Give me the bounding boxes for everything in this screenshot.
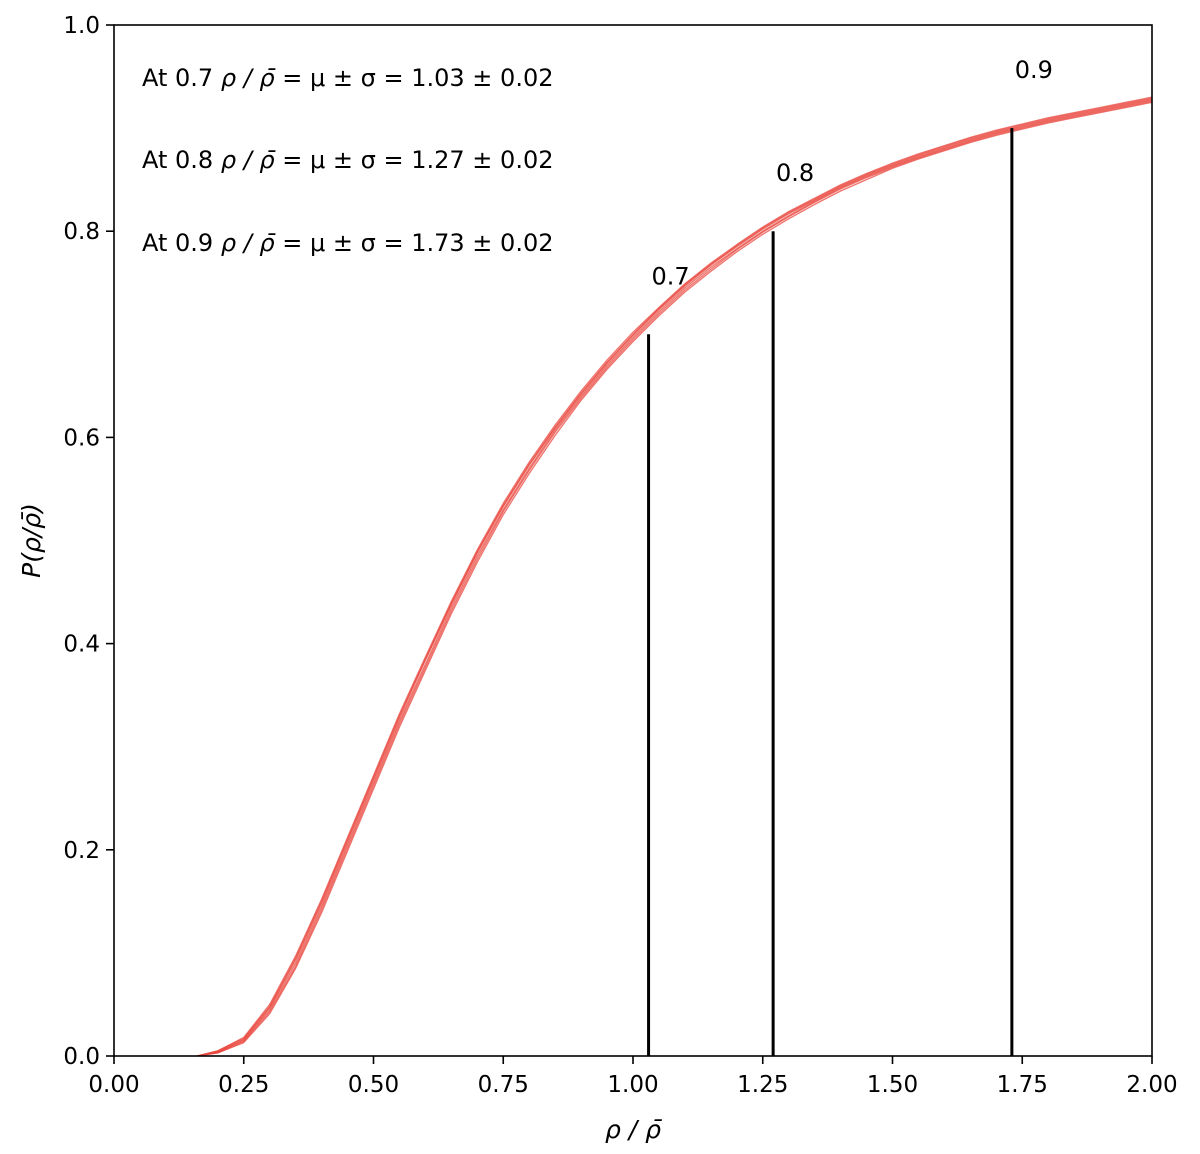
x-tick-label: 1.00 [607,1072,658,1098]
annotation-suffix: = μ ± σ = 1.73 ± 0.02 [275,229,554,257]
annotation-prefix: At 0.7 [142,64,221,92]
x-tick-label: 1.75 [997,1072,1048,1098]
y-tick-label: 0.0 [63,1044,100,1070]
x-axis-label: ρ / ρ̄ [605,1115,662,1144]
annotation-line: At 0.8 ρ / ρ̄ = μ ± σ = 1.27 ± 0.02 [142,146,553,174]
x-tick-label: 0.50 [348,1072,399,1098]
annotation-suffix: = μ ± σ = 1.27 ± 0.02 [275,146,554,174]
cdf-series-line [196,96,1153,1057]
x-tick-label: 0.25 [218,1072,269,1098]
y-tick-label: 0.8 [63,219,100,245]
x-tick-label: 1.50 [867,1072,918,1098]
cdf-curves [196,96,1153,1057]
y-tick-label: 0.4 [63,632,100,658]
cdf-series-line [196,97,1153,1057]
y-axis-label: P(ρ/ρ̄) [17,503,46,578]
cdf-series-line [196,101,1153,1057]
annotation-prefix: At 0.9 [142,229,221,257]
quantile-marker-label: 0.7 [651,262,689,290]
x-tick-label: 1.25 [737,1072,788,1098]
annotation-symbol: ρ / ρ̄ [221,146,276,174]
x-tick-label: 0.00 [88,1072,139,1098]
annotation-symbol: ρ / ρ̄ [221,64,276,92]
plot-frame [113,24,1153,1057]
quantile-markers: 0.7 0.8 0.9 [647,56,1053,1056]
quantile-marker-label: 0.8 [776,159,814,187]
x-tick-label: 0.75 [478,1072,529,1098]
annotation-suffix: = μ ± σ = 1.03 ± 0.02 [275,64,554,92]
quantile-marker-label: 0.9 [1015,56,1053,84]
y-tick-label: 1.0 [63,13,100,39]
annotation-line: At 0.9 ρ / ρ̄ = μ ± σ = 1.73 ± 0.02 [142,229,553,257]
x-tick-label: 2.00 [1126,1072,1177,1098]
axis-ticks: 0.00 0.25 0.50 0.75 1.00 1.25 1.50 1.75 2.00 0.0 0… [63,13,1177,1098]
annotation-prefix: At 0.8 [142,146,221,174]
y-tick-label: 0.2 [63,838,100,864]
cdf-series-line [196,99,1153,1057]
annotation-line: At 0.7 ρ / ρ̄ = μ ± σ = 1.03 ± 0.02 [142,64,553,92]
y-tick-label: 0.6 [63,425,100,451]
cdf-series-line [196,100,1153,1057]
cdf-series-line [196,98,1153,1057]
annotation-symbol: ρ / ρ̄ [221,229,276,257]
